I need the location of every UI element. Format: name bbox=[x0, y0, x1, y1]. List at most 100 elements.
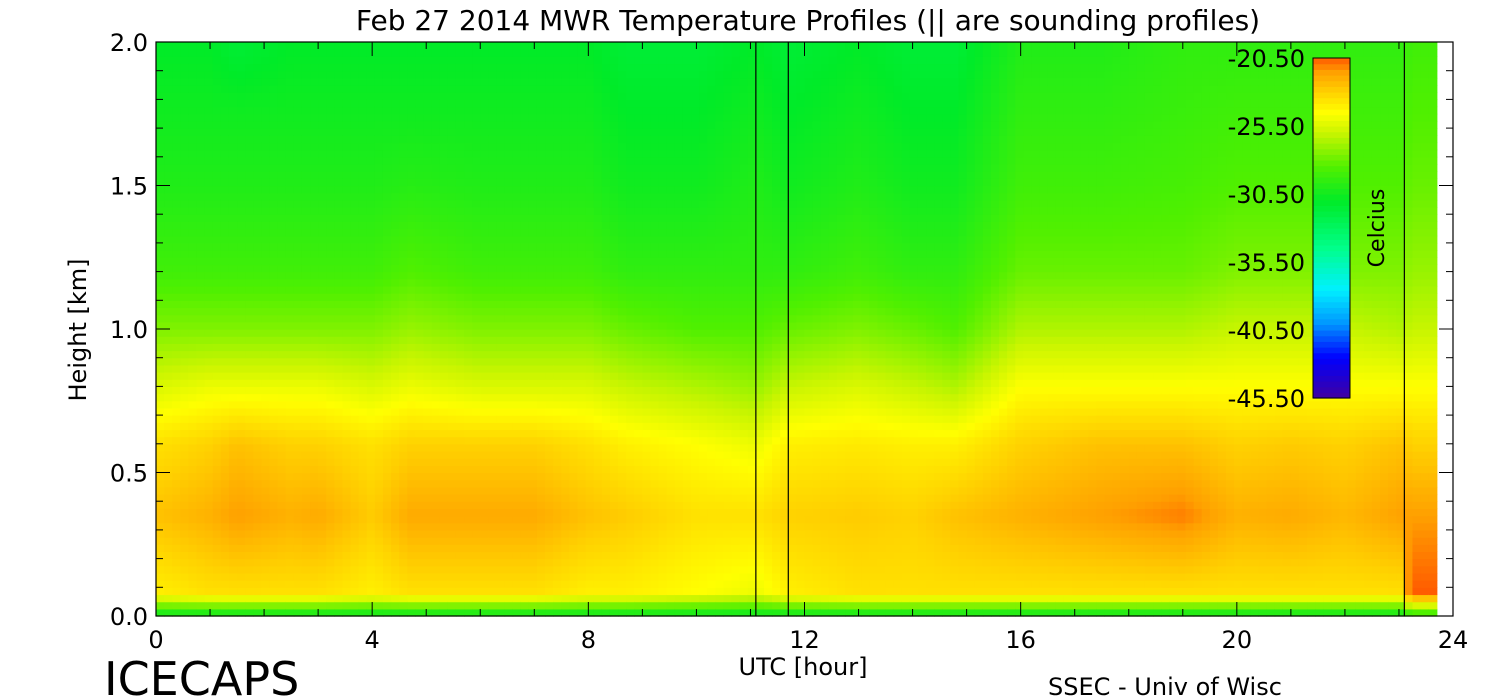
heatmap-cell bbox=[301, 558, 311, 567]
heatmap-cell bbox=[431, 70, 441, 79]
heatmap-cell bbox=[326, 486, 335, 495]
heatmap-cell bbox=[480, 235, 489, 244]
heatmap-cell bbox=[464, 594, 473, 603]
heatmap-cell bbox=[237, 587, 246, 596]
heatmap-cell bbox=[366, 178, 376, 187]
heatmap-cell bbox=[301, 221, 311, 230]
heatmap-cell bbox=[382, 429, 392, 438]
heatmap-cell bbox=[642, 415, 652, 423]
heatmap-cell bbox=[172, 343, 181, 352]
heatmap-cell bbox=[650, 242, 660, 251]
heatmap-cell bbox=[415, 580, 425, 588]
heatmap-cell bbox=[423, 271, 433, 280]
heatmap-cell bbox=[439, 135, 449, 144]
heatmap-cell bbox=[455, 171, 465, 179]
heatmap-cell bbox=[626, 522, 635, 531]
heatmap-cell bbox=[472, 386, 481, 395]
heatmap-cell bbox=[634, 572, 643, 581]
heatmap-cell bbox=[350, 544, 360, 553]
heatmap-cell bbox=[382, 594, 392, 603]
heatmap-cell bbox=[220, 386, 230, 395]
heatmap-cell bbox=[164, 522, 173, 531]
heatmap-cell bbox=[577, 235, 587, 244]
heatmap-cell bbox=[439, 235, 449, 244]
heatmap-cell bbox=[472, 307, 481, 316]
heatmap-cell bbox=[520, 580, 530, 588]
heatmap-cell bbox=[642, 163, 652, 172]
heatmap-cell bbox=[512, 465, 522, 474]
heatmap-cell bbox=[528, 565, 538, 574]
heatmap-cell bbox=[212, 379, 222, 387]
heatmap-cell bbox=[318, 321, 327, 330]
heatmap-cell bbox=[261, 558, 271, 567]
heatmap-cell bbox=[569, 221, 579, 230]
heatmap-cell bbox=[528, 400, 538, 409]
heatmap-cell bbox=[293, 494, 303, 502]
heatmap-cell bbox=[618, 214, 627, 222]
heatmap-cell bbox=[399, 92, 408, 100]
heatmap-cell bbox=[488, 221, 498, 230]
heatmap-cell bbox=[455, 278, 465, 287]
heatmap-cell bbox=[480, 443, 489, 452]
heatmap-cell bbox=[536, 479, 546, 488]
heatmap-cell bbox=[480, 429, 489, 438]
heatmap-cell bbox=[374, 293, 384, 301]
heatmap-cell bbox=[310, 336, 319, 344]
heatmap-cell bbox=[407, 479, 416, 488]
heatmap-cell bbox=[407, 364, 416, 373]
heatmap-cell bbox=[293, 300, 303, 309]
heatmap-cell bbox=[301, 85, 311, 93]
heatmap-cell bbox=[585, 443, 595, 452]
heatmap-cell bbox=[609, 128, 619, 136]
heatmap-cell bbox=[423, 42, 433, 50]
heatmap-cell bbox=[374, 314, 384, 323]
heatmap-cell bbox=[350, 106, 360, 115]
heatmap-cell bbox=[634, 565, 643, 574]
heatmap-cell bbox=[423, 192, 433, 201]
heatmap-cell bbox=[520, 56, 530, 65]
heatmap-cell bbox=[277, 271, 287, 280]
heatmap-cell bbox=[650, 587, 660, 596]
heatmap-cell bbox=[464, 479, 473, 488]
heatmap-cell bbox=[334, 544, 344, 553]
heatmap-cell bbox=[464, 235, 473, 244]
heatmap-cell bbox=[318, 314, 327, 323]
heatmap-cell bbox=[601, 572, 611, 581]
heatmap-cell bbox=[277, 257, 287, 266]
heatmap-cell bbox=[504, 307, 514, 316]
heatmap-cell bbox=[164, 601, 173, 610]
heatmap-cell bbox=[455, 529, 465, 538]
heatmap-cell bbox=[326, 364, 335, 373]
heatmap-cell bbox=[431, 465, 441, 474]
heatmap-cell bbox=[634, 465, 643, 474]
heatmap-cell bbox=[528, 608, 538, 617]
heatmap-cell bbox=[374, 329, 384, 337]
heatmap-cell bbox=[439, 529, 449, 538]
heatmap-cell bbox=[650, 515, 660, 524]
heatmap-cell bbox=[358, 400, 368, 409]
heatmap-cell bbox=[172, 537, 181, 545]
heatmap-cell bbox=[334, 264, 344, 273]
heatmap-cell bbox=[407, 529, 416, 538]
heatmap-cell bbox=[618, 99, 627, 108]
heatmap-cell bbox=[220, 364, 230, 373]
heatmap-cell bbox=[545, 278, 554, 287]
heatmap-cell bbox=[609, 70, 619, 79]
heatmap-cell bbox=[439, 429, 449, 438]
heatmap-cell bbox=[609, 372, 619, 380]
heatmap-cell bbox=[618, 85, 627, 93]
heatmap-cell bbox=[382, 293, 392, 301]
heatmap-cell bbox=[577, 257, 587, 266]
heatmap-cell bbox=[528, 450, 538, 459]
heatmap-cell bbox=[553, 307, 562, 316]
heatmap-cell bbox=[253, 357, 262, 366]
heatmap-cell bbox=[634, 501, 643, 509]
heatmap-cell bbox=[464, 70, 473, 79]
heatmap-cell bbox=[358, 515, 368, 524]
heatmap-cell bbox=[391, 271, 400, 280]
heatmap-cell bbox=[293, 106, 303, 115]
heatmap-cell bbox=[512, 350, 522, 359]
heatmap-cell bbox=[447, 300, 457, 309]
heatmap-cell bbox=[553, 400, 562, 409]
heatmap-cell bbox=[358, 278, 368, 287]
